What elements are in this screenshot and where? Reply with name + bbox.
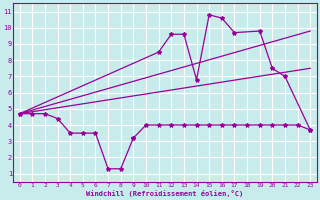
X-axis label: Windchill (Refroidissement éolien,°C): Windchill (Refroidissement éolien,°C) (86, 190, 244, 197)
